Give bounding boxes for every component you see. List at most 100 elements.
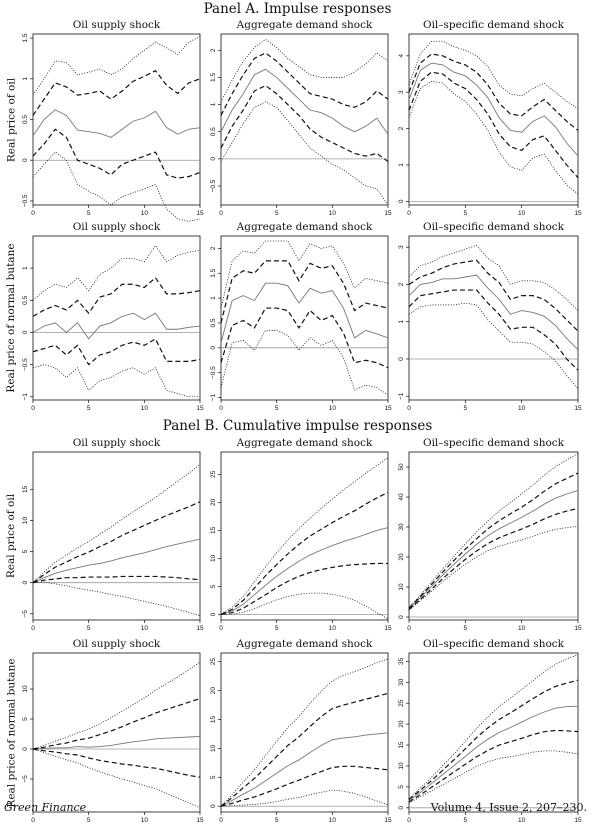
series-dotted-4 — [220, 101, 389, 206]
chart-title: Aggregate demand shock — [236, 638, 373, 650]
x-tick-label: 15 — [574, 210, 582, 217]
y-tick-label: −0.5 — [210, 179, 217, 192]
y-tick-label: 1 — [22, 266, 29, 270]
x-tick-label: 15 — [384, 625, 392, 632]
y-tick-label: −5 — [22, 775, 29, 783]
y-tick-label: 15 — [210, 526, 217, 534]
x-tick-label: 10 — [141, 817, 149, 824]
series-solid-0 — [408, 705, 579, 802]
chart-title: Oil supply shock — [72, 221, 161, 233]
x-tick-label: 15 — [574, 625, 582, 632]
chart-b21: 0 5 10 15 −5 0 5 10 — [22, 652, 204, 824]
series-dashed-1 — [32, 69, 201, 116]
chart-a11: 0 5 10 15−0.500.511.5 — [22, 33, 204, 222]
x-tick-label: 5 — [275, 625, 279, 632]
x-tick-label: 15 — [384, 405, 392, 412]
x-tick-label: 15 — [196, 405, 204, 412]
y-tick-label: 0 — [22, 580, 29, 584]
y-tick-label: 0.5 — [210, 318, 217, 327]
series-dotted-3 — [32, 36, 201, 96]
x-tick-label: 10 — [329, 817, 337, 824]
y-axis-label: Real price of oil — [5, 77, 17, 162]
chart-b13: 0 5 10 15 0 10 20 30 40 50 — [398, 451, 582, 632]
y-axis-label: Real price of oil — [5, 493, 17, 579]
y-tick-label: 1.5 — [22, 33, 29, 42]
y-tick-label: 1.5 — [210, 73, 217, 82]
series-dashed-2 — [408, 71, 579, 179]
y-tick-label: 4 — [398, 54, 405, 58]
series-dotted-3 — [220, 240, 389, 309]
series-dashed-2 — [220, 765, 389, 807]
plot-frame — [408, 451, 579, 621]
plot-frame — [220, 652, 389, 813]
journal-name: Green Finance — [4, 801, 87, 814]
y-tick-label: 0 — [398, 357, 405, 361]
x-tick-label: 10 — [329, 405, 337, 412]
series-solid-0 — [220, 282, 389, 343]
y-tick-label: −1 — [210, 393, 217, 401]
plot-frame — [32, 235, 201, 401]
series-dashed-1 — [220, 692, 389, 807]
y-axis-label: Real price of normal butane — [5, 243, 17, 393]
x-tick-label: 5 — [87, 817, 91, 824]
chart-a12: 0 5 10 15 −0.5 0 0.5 1 1.5 2 — [210, 33, 392, 217]
series-solid-0 — [408, 274, 579, 350]
y-tick-label: 2 — [210, 246, 217, 250]
plot-frame — [220, 235, 389, 401]
chart-title: Aggregate demand shock — [236, 19, 373, 31]
y-tick-label: 25 — [210, 658, 217, 666]
series-dotted-4 — [221, 592, 389, 620]
y-tick-label: 5 — [22, 549, 29, 553]
chart-title: Oil supply shock — [72, 19, 161, 31]
y-tick-label: 10 — [22, 685, 29, 693]
y-tick-label: 0 — [22, 747, 29, 751]
x-tick-label: 5 — [275, 405, 279, 412]
series-dashed-1 — [32, 276, 201, 317]
plot-frame — [220, 33, 389, 206]
chart-b12: 0 5 10 15 0 5 10 15 20 25 — [210, 451, 392, 632]
chart-b23: 0 5 10 15 0 5 10 15 20 25 30 35 — [398, 652, 582, 824]
series-dotted-3 — [220, 658, 389, 807]
y-tick-label: −0.5 — [22, 358, 29, 371]
plot-frame — [408, 33, 579, 206]
series-dotted-3 — [220, 38, 389, 103]
y-axis-label: Real price of normal butane — [5, 657, 17, 808]
x-tick-label: 0 — [219, 210, 223, 217]
series-dashed-2 — [32, 128, 201, 179]
y-tick-label: 10 — [210, 744, 217, 752]
y-tick-label: 10 — [398, 583, 405, 591]
series-dashed-1 — [408, 53, 579, 131]
x-tick-label: 0 — [407, 210, 411, 217]
series-dotted-4 — [32, 748, 201, 809]
series-dotted-4 — [408, 80, 579, 195]
panel-a-title: Panel A. Impulse responses — [203, 1, 392, 17]
y-tick-label: 1 — [22, 77, 29, 81]
chart-title: Oil–specific demand shock — [422, 638, 565, 650]
series-dashed-2 — [408, 507, 579, 610]
series-dashed-1 — [32, 501, 201, 584]
series-solid-0 — [32, 109, 201, 138]
x-tick-label: 5 — [275, 817, 279, 824]
chart-title: Oil supply shock — [72, 638, 161, 650]
y-tick-label: 10 — [398, 762, 405, 770]
y-tick-label: 0 — [398, 806, 405, 810]
series-solid-0 — [220, 68, 389, 135]
series-dotted-3 — [408, 654, 579, 799]
chart-title: Oil–specific demand shock — [422, 437, 565, 449]
y-tick-label: 20 — [398, 553, 405, 561]
x-tick-label: 10 — [141, 625, 149, 632]
series-dotted-3 — [408, 453, 579, 608]
chart-a21: 0 5 10 15 −1 −0.5 0 0.5 1 — [22, 235, 204, 412]
y-tick-label: −1 — [22, 393, 29, 401]
series-dotted-4 — [32, 364, 200, 398]
series-dotted-4 — [32, 151, 201, 222]
y-tick-label: 0 — [210, 804, 217, 808]
x-tick-label: 10 — [329, 210, 337, 217]
x-tick-label: 5 — [464, 210, 468, 217]
x-tick-label: 5 — [464, 405, 468, 412]
x-tick-label: 10 — [141, 210, 149, 217]
y-tick-label: 15 — [210, 715, 217, 723]
y-tick-label: 0 — [210, 612, 217, 616]
y-tick-label: −1 — [398, 392, 405, 400]
